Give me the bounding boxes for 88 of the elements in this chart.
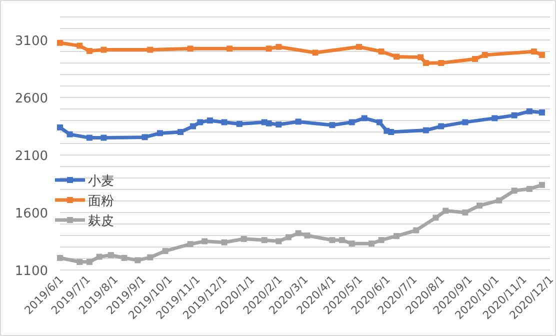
point [266,46,272,52]
point [86,258,92,265]
point [422,127,429,134]
point [57,254,63,261]
point [202,238,208,244]
point [96,254,102,260]
point [312,50,318,56]
point [348,119,355,126]
point [66,131,73,138]
point [177,129,184,135]
point [147,254,154,260]
point [236,120,242,127]
point [388,129,394,135]
y-tick-label: 1100 [14,264,48,279]
point [100,46,107,53]
legend-label: 面粉 [88,194,114,209]
point [187,46,194,52]
point [142,134,148,140]
legend-label: 小麦 [88,174,114,189]
y-tick-label: 2100 [14,149,48,164]
point [221,119,228,126]
point [538,109,545,116]
point [57,124,63,130]
point [368,240,374,247]
point [393,233,400,240]
point [206,118,213,124]
point [76,258,83,265]
point [462,119,468,126]
point [442,208,449,214]
point [418,54,424,60]
point [162,248,168,254]
point [511,188,518,194]
point [482,52,488,58]
point [462,210,468,216]
point [261,237,268,244]
point [348,240,355,247]
point [276,238,282,244]
point [339,237,346,244]
point [538,182,545,188]
point [266,120,272,126]
point [356,44,362,50]
point [276,44,282,50]
point [422,60,429,66]
point [240,236,247,242]
point [378,48,384,54]
point [295,230,302,236]
y-tick-label: 3100 [14,34,48,49]
point [295,118,302,125]
point [221,239,228,246]
point [538,52,545,58]
point [76,42,83,49]
point [226,46,233,52]
point [134,257,141,264]
point [530,48,537,54]
point [376,119,383,126]
point [511,112,518,118]
point [190,123,196,130]
point [156,130,163,136]
point [276,122,282,128]
y-tick-label: 1600 [14,206,48,222]
point [393,54,400,60]
point [329,237,336,244]
legend-label: 麸皮 [88,214,114,229]
point [492,115,498,122]
point [121,254,128,261]
point [285,234,292,240]
point [432,214,439,221]
point [57,40,63,46]
y-tick-label: 2600 [14,92,48,106]
point [526,108,532,114]
point [472,56,478,62]
point [526,186,532,192]
point [413,227,420,234]
point [496,197,502,204]
point [86,134,92,141]
point [361,115,368,122]
point [100,134,107,141]
point [187,241,194,248]
point [304,232,310,238]
point [197,119,204,126]
point [147,46,154,53]
point [476,202,482,209]
point [329,122,336,128]
point [438,60,444,66]
point [108,252,114,258]
point [378,237,384,244]
point [438,123,444,130]
point [86,48,92,54]
